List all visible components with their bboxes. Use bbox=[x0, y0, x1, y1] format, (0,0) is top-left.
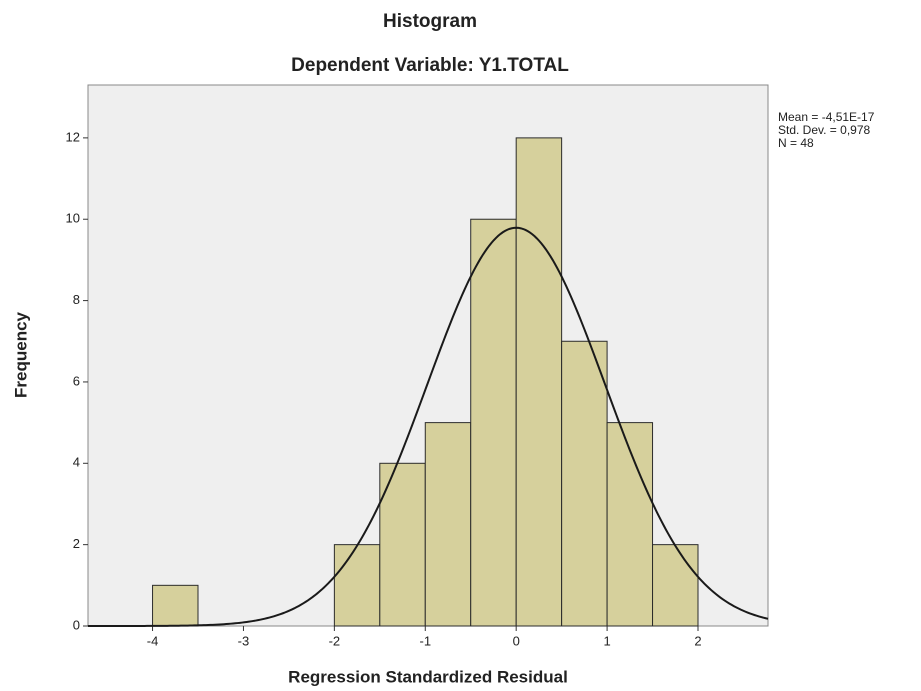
bar bbox=[470, 218, 517, 627]
bar bbox=[424, 422, 472, 627]
bar bbox=[333, 544, 381, 627]
y-tick-label: 0 bbox=[73, 617, 80, 632]
y-tick-label: 2 bbox=[73, 536, 80, 551]
stat-mean: Mean = -4,51E-17 bbox=[778, 110, 875, 124]
x-tick-label: -1 bbox=[419, 633, 431, 648]
x-tick-label: -2 bbox=[329, 633, 341, 648]
y-tick-label: 12 bbox=[66, 129, 80, 144]
stat-n: N = 48 bbox=[778, 136, 814, 150]
bar bbox=[652, 544, 699, 627]
normal-curve bbox=[88, 226, 769, 627]
y-tick-label: 10 bbox=[66, 211, 80, 226]
y-tick-label: 6 bbox=[73, 373, 80, 388]
chart-subtitle: Dependent Variable: Y1.TOTAL bbox=[291, 55, 569, 76]
x-axis-label: Regression Standardized Residual bbox=[288, 667, 568, 686]
x-tick-label: -3 bbox=[238, 633, 250, 648]
bar bbox=[561, 340, 608, 627]
y-axis-label: Frequency bbox=[11, 311, 30, 398]
bar bbox=[515, 137, 563, 627]
chart-title: Histogram bbox=[383, 11, 477, 32]
y-tick-label: 4 bbox=[73, 455, 80, 470]
x-tick-label: -4 bbox=[147, 633, 159, 648]
bar bbox=[606, 422, 654, 627]
x-tick-label: 2 bbox=[694, 633, 701, 648]
bar bbox=[152, 584, 199, 627]
x-tick-label: 1 bbox=[603, 633, 610, 648]
stat-sd: Std. Dev. = 0,978 bbox=[778, 123, 870, 137]
y-tick-label: 8 bbox=[73, 292, 80, 307]
x-tick-label: 0 bbox=[513, 633, 520, 648]
